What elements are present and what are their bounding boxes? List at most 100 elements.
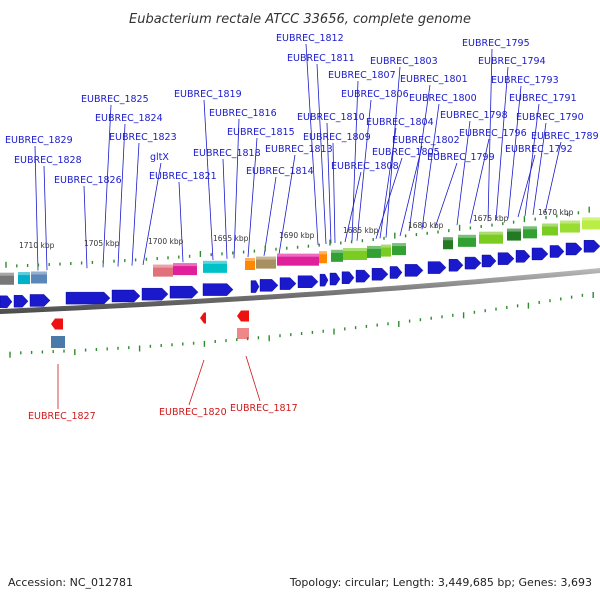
inner-tick-ring [9,291,594,358]
gene-label-eubrec_1823: EUBREC_1823 [109,132,177,143]
leader-line [142,162,162,266]
leader-line [83,185,88,269]
gene-label-eubrec_1800: EUBREC_1800 [409,93,477,104]
feature-box [173,263,197,276]
forward-gene-arrow [65,291,111,305]
leader-line [233,118,240,259]
forward-gene-arrow [389,266,403,279]
leader-line [421,103,440,230]
gene-label-eubrec_1792: EUBREC_1792 [505,144,573,155]
leader-line [263,176,277,256]
gene-label-eubrec_1801: EUBREC_1801 [400,74,468,85]
gene-label-eubrec_1816: EUBREC_1816 [209,108,277,119]
feature-box [443,237,453,250]
gene-label-eubrec_1821: EUBREC_1821 [149,171,217,182]
feature-box-shine [523,226,537,230]
feature-box-shine [381,244,391,248]
feature-box [542,223,558,236]
feature-box [203,260,227,273]
leader-line [305,43,319,245]
forward-gene-arrow [0,295,13,308]
gene-label-gltx: gltX [150,152,169,163]
gene-label-eubrec_1804: EUBREC_1804 [366,117,434,128]
leader-line [178,181,184,263]
feature-box-shine [331,249,343,253]
forward-gene-arrow [355,269,371,283]
forward-gene-arrow [13,295,29,308]
leader-line [316,63,327,244]
gene-label-eubrec_1808: EUBREC_1808 [331,161,399,172]
gene-label-eubrec_1810: EUBREC_1810 [297,112,365,123]
gene-label-eubrec_1813: EUBREC_1813 [265,144,333,155]
accession-text: Accession: NC_012781 [8,576,133,589]
forward-gene-arrow [515,250,531,263]
leader-line [34,145,39,271]
forward-gene-arrow [404,264,424,277]
gene-label-eubrec_1829: EUBREC_1829 [5,135,73,146]
gene-label-eubrec_1812: EUBREC_1812 [276,33,344,44]
forward-gene-arrow [341,271,355,284]
feature-box-shine [507,228,521,232]
gene-label-eubrec_1790: EUBREC_1790 [516,112,584,123]
reverse-gene-labels: EUBREC_1827 EUBREC_1820 EUBREC_1817 [28,403,298,422]
feature-box-shine [245,258,255,261]
gene-label-eubrec_1819: EUBREC_1819 [174,89,242,100]
leader-line [356,99,372,241]
forward-gene-arrow [250,280,260,293]
gene-label-eubrec_1817: EUBREC_1817 [230,403,298,414]
feature-box-shine [277,253,319,257]
scale-label: 1710 kbp [19,241,55,250]
feature-box-shine [0,272,14,276]
leader-line [43,165,48,271]
reverse-feature-box [51,336,65,348]
feature-box-shine [343,247,367,251]
leader-line [399,145,423,237]
feature-box-shine [582,217,600,221]
feature-ring [0,217,600,285]
feature-box [507,228,521,241]
forward-gene-arrow [141,287,169,301]
feature-box [560,220,580,233]
leader-line [131,142,140,266]
feature-box [523,226,537,239]
scale-label: 1675 kbp [473,214,509,223]
feature-box [31,271,47,284]
forward-gene-arrow [29,294,51,307]
leader-line [102,104,112,268]
forward-gene-arrow [497,252,515,265]
reverse-gene-arrow [51,318,63,330]
gene-label-eubrec_1789: EUBREC_1789 [531,131,599,142]
gene-label-eubrec_1795: EUBREC_1795 [462,38,530,49]
feature-box [331,249,343,262]
forward-gene-arrow [111,289,141,303]
leader-line [469,138,490,224]
feature-box-shine [18,272,30,276]
leader-line [203,99,214,261]
feature-box-shine [367,245,381,249]
gene-label-eubrec_1802: EUBREC_1802 [392,135,460,146]
leader-line [247,137,258,258]
forward-gene-arrow [329,272,341,286]
gene-label-eubrec_1825: EUBREC_1825 [81,94,149,105]
feature-box-shine [31,271,47,275]
feature-box [153,264,173,277]
feature-box [343,247,367,260]
map-title: Eubacterium rectale ATCC 33656, complete… [129,12,471,27]
gene-label-eubrec_1826: EUBREC_1826 [54,175,122,186]
gene-label-eubrec_1793: EUBREC_1793 [491,75,559,86]
forward-gene-arrow [297,275,319,288]
forward-leader-lines [34,43,562,271]
reverse-leader-lines [57,355,261,409]
leader-line [385,66,401,238]
feature-box [392,243,406,256]
gene-label-eubrec_1807: EUBREC_1807 [328,70,396,81]
forward-gene-arrow [202,283,234,296]
feature-box [367,245,381,258]
leader-line [507,85,522,219]
leader-line [188,359,205,406]
feature-box [381,244,391,257]
forward-gene-arrow [531,247,549,261]
leader-line [222,158,228,259]
forward-gene-arrow [259,279,279,292]
feature-box-shine [479,231,503,235]
